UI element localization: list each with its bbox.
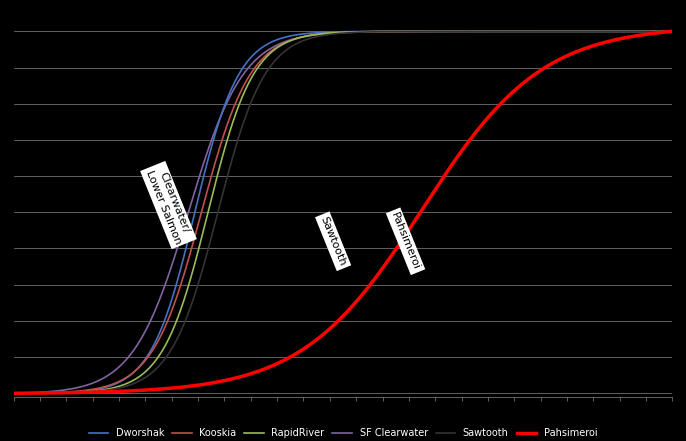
SF Clearwater	[312, 32, 320, 37]
Sawtooth	[649, 29, 657, 34]
Dworshak	[668, 29, 676, 34]
Sawtooth	[312, 34, 320, 39]
RapidRiver	[10, 391, 18, 396]
Pahsimeroi	[312, 337, 320, 343]
Kooskia	[649, 29, 657, 34]
RapidRiver	[649, 29, 657, 34]
Pahsimeroi	[528, 74, 536, 79]
SF Clearwater	[649, 29, 657, 34]
SF Clearwater	[649, 29, 657, 34]
Text: Sawtooth: Sawtooth	[319, 215, 348, 268]
Pahsimeroi	[649, 31, 657, 36]
Sawtooth	[528, 29, 536, 34]
Pahsimeroi	[668, 29, 676, 34]
Text: Clearwater/
Lower Salmon: Clearwater/ Lower Salmon	[144, 164, 193, 246]
RapidRiver	[649, 29, 657, 34]
Line: Kooskia: Kooskia	[14, 31, 672, 393]
Dworshak	[10, 391, 18, 396]
SF Clearwater	[528, 29, 536, 34]
Text: Pahsimeroi: Pahsimeroi	[390, 211, 422, 272]
Dworshak	[43, 390, 51, 396]
Pahsimeroi	[649, 31, 657, 36]
Dworshak	[312, 30, 320, 35]
Sawtooth	[43, 390, 51, 396]
Kooskia	[330, 30, 338, 36]
Kooskia	[312, 32, 320, 37]
Dworshak	[330, 29, 338, 34]
SF Clearwater	[668, 29, 676, 34]
Line: RapidRiver: RapidRiver	[14, 31, 672, 393]
Sawtooth	[649, 29, 657, 34]
Kooskia	[649, 29, 657, 34]
Dworshak	[649, 29, 657, 34]
RapidRiver	[528, 29, 536, 34]
Pahsimeroi	[330, 322, 338, 328]
RapidRiver	[330, 30, 338, 35]
RapidRiver	[668, 29, 676, 34]
Line: Sawtooth: Sawtooth	[14, 31, 672, 393]
Legend: Dworshak, Kooskia, RapidRiver, SF Clearwater, Sawtooth, Pahsimeroi: Dworshak, Kooskia, RapidRiver, SF Clearw…	[85, 424, 601, 441]
Sawtooth	[10, 391, 18, 396]
SF Clearwater	[330, 30, 338, 36]
Kooskia	[528, 29, 536, 34]
SF Clearwater	[10, 391, 18, 396]
Line: Dworshak: Dworshak	[14, 31, 672, 393]
Dworshak	[649, 29, 657, 34]
Dworshak	[528, 29, 536, 34]
Pahsimeroi	[43, 390, 51, 396]
Kooskia	[43, 390, 51, 396]
Line: Pahsimeroi: Pahsimeroi	[14, 31, 672, 393]
SF Clearwater	[43, 389, 51, 394]
Kooskia	[668, 29, 676, 34]
RapidRiver	[43, 390, 51, 396]
Sawtooth	[668, 29, 676, 34]
RapidRiver	[312, 32, 320, 37]
Line: SF Clearwater: SF Clearwater	[14, 31, 672, 393]
Pahsimeroi	[10, 391, 18, 396]
Sawtooth	[330, 31, 338, 37]
Kooskia	[10, 391, 18, 396]
